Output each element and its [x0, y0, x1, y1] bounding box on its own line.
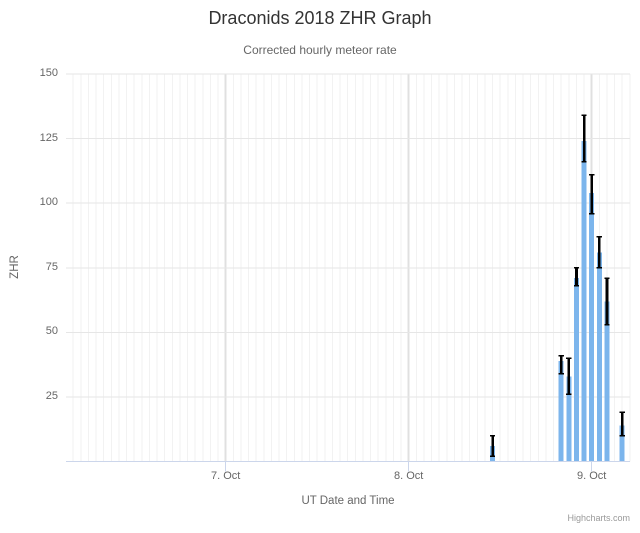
column-bar[interactable] [558, 360, 564, 462]
column-bar[interactable] [619, 425, 625, 462]
chart-subtitle: Corrected hourly meteor rate [243, 43, 397, 57]
column-bar[interactable] [604, 301, 610, 462]
column-bar[interactable] [596, 252, 602, 462]
column-bar[interactable] [589, 192, 595, 462]
y-axis-label: 25 [45, 389, 58, 402]
column-bar[interactable] [566, 376, 572, 462]
y-axis-label: 100 [39, 196, 58, 209]
y-axis-label: 75 [45, 260, 58, 273]
x-axis-label: 9. Oct [577, 470, 607, 482]
x-axis-label: 7. Oct [211, 470, 241, 482]
x-axis-title: UT Date and Time [301, 495, 395, 507]
y-axis-label: 125 [39, 131, 58, 144]
chart-title: Draconids 2018 ZHR Graph [208, 8, 432, 28]
highcharts-credit[interactable]: Highcharts.com [567, 513, 630, 523]
column-bar[interactable] [573, 278, 579, 462]
y-axis-label: 50 [45, 325, 58, 338]
column-bar[interactable] [581, 141, 587, 462]
x-axis-label: 8. Oct [394, 470, 424, 482]
y-axis-label: 150 [39, 67, 58, 79]
